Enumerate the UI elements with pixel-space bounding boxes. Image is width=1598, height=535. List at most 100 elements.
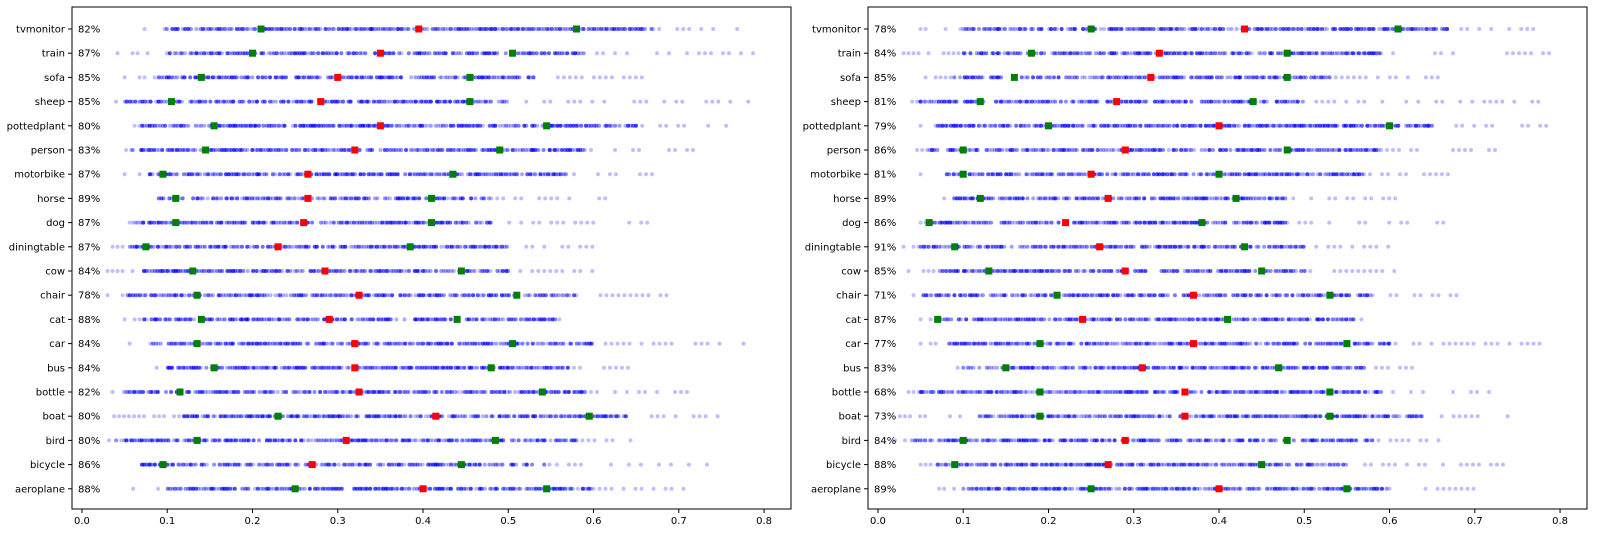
quartile-marker — [496, 146, 504, 154]
data-point — [337, 269, 342, 273]
data-point — [340, 75, 345, 80]
data-point — [324, 341, 329, 346]
data-point — [337, 414, 342, 419]
data-point — [245, 365, 250, 370]
data-point — [200, 390, 205, 394]
data-point — [506, 414, 511, 419]
data-point — [716, 99, 721, 104]
data-point — [363, 365, 368, 370]
data-point — [193, 390, 198, 394]
data-point — [610, 438, 615, 443]
data-point — [407, 220, 412, 225]
data-point — [381, 462, 386, 467]
data-point — [555, 123, 560, 128]
data-point — [336, 486, 341, 491]
quartile-marker — [159, 461, 167, 469]
data-point — [467, 269, 472, 273]
data-point — [303, 365, 308, 370]
data-point — [414, 317, 419, 322]
data-point — [340, 414, 345, 419]
data-point — [501, 317, 506, 322]
data-point — [416, 148, 421, 152]
data-point — [224, 196, 229, 201]
data-point — [329, 27, 334, 31]
data-point — [1080, 462, 1085, 467]
data-point — [541, 148, 546, 152]
data-point — [326, 27, 331, 31]
data-point — [1324, 365, 1329, 370]
data-point — [365, 438, 370, 443]
data-point — [1273, 438, 1278, 443]
data-point — [474, 27, 479, 31]
data-point — [408, 99, 413, 104]
data-point — [553, 172, 558, 177]
data-point — [364, 99, 369, 104]
data-point — [122, 390, 127, 394]
data-point — [1268, 462, 1273, 467]
data-point — [401, 365, 406, 370]
x-tick-label: 0.6 — [586, 516, 602, 527]
data-point — [651, 341, 656, 346]
data-point — [173, 123, 178, 128]
data-point — [349, 123, 354, 128]
data-point — [541, 341, 546, 346]
data-point — [245, 269, 250, 273]
data-point — [413, 196, 418, 201]
data-point — [458, 27, 463, 31]
data-point — [356, 438, 361, 443]
data-point — [430, 148, 435, 152]
data-point — [1190, 317, 1195, 322]
data-point — [288, 293, 293, 298]
data-point — [1079, 341, 1084, 346]
data-point — [548, 269, 553, 273]
data-point — [583, 148, 588, 152]
data-point — [530, 341, 535, 346]
data-point — [471, 148, 476, 152]
data-point — [496, 317, 501, 322]
data-point — [325, 390, 330, 394]
data-point — [1089, 244, 1094, 249]
data-point — [371, 317, 376, 322]
data-point — [310, 220, 315, 225]
data-point — [187, 172, 192, 177]
data-point — [171, 172, 176, 177]
data-point — [512, 148, 517, 152]
data-point — [395, 75, 400, 80]
data-point — [297, 317, 302, 322]
data-point — [1266, 341, 1271, 346]
data-point — [1416, 462, 1421, 467]
data-point — [234, 75, 239, 80]
data-point — [1174, 438, 1179, 443]
data-point — [450, 51, 455, 56]
data-point — [460, 414, 465, 419]
data-point — [237, 365, 242, 370]
data-point — [177, 148, 182, 152]
category-row-car: car 84% — [49, 339, 746, 350]
data-point — [1175, 269, 1180, 273]
data-point — [1386, 414, 1391, 419]
data-point — [216, 172, 221, 177]
data-point — [228, 486, 233, 491]
data-point — [578, 99, 583, 104]
data-point — [527, 317, 532, 322]
data-point — [408, 148, 413, 152]
data-point — [901, 244, 906, 249]
data-point — [143, 148, 148, 152]
data-point — [263, 269, 268, 273]
data-point — [340, 196, 345, 201]
data-point — [488, 172, 493, 177]
data-point — [277, 172, 282, 177]
data-point — [372, 196, 377, 201]
data-point — [107, 438, 112, 443]
data-point — [475, 293, 480, 298]
data-point — [425, 365, 430, 370]
data-point — [1354, 438, 1359, 443]
data-point — [535, 123, 540, 128]
data-point — [228, 123, 233, 128]
data-point — [255, 99, 260, 104]
data-point — [134, 220, 139, 225]
data-point — [378, 462, 383, 467]
data-point — [314, 293, 319, 298]
data-point — [570, 148, 575, 152]
data-point — [751, 51, 756, 56]
